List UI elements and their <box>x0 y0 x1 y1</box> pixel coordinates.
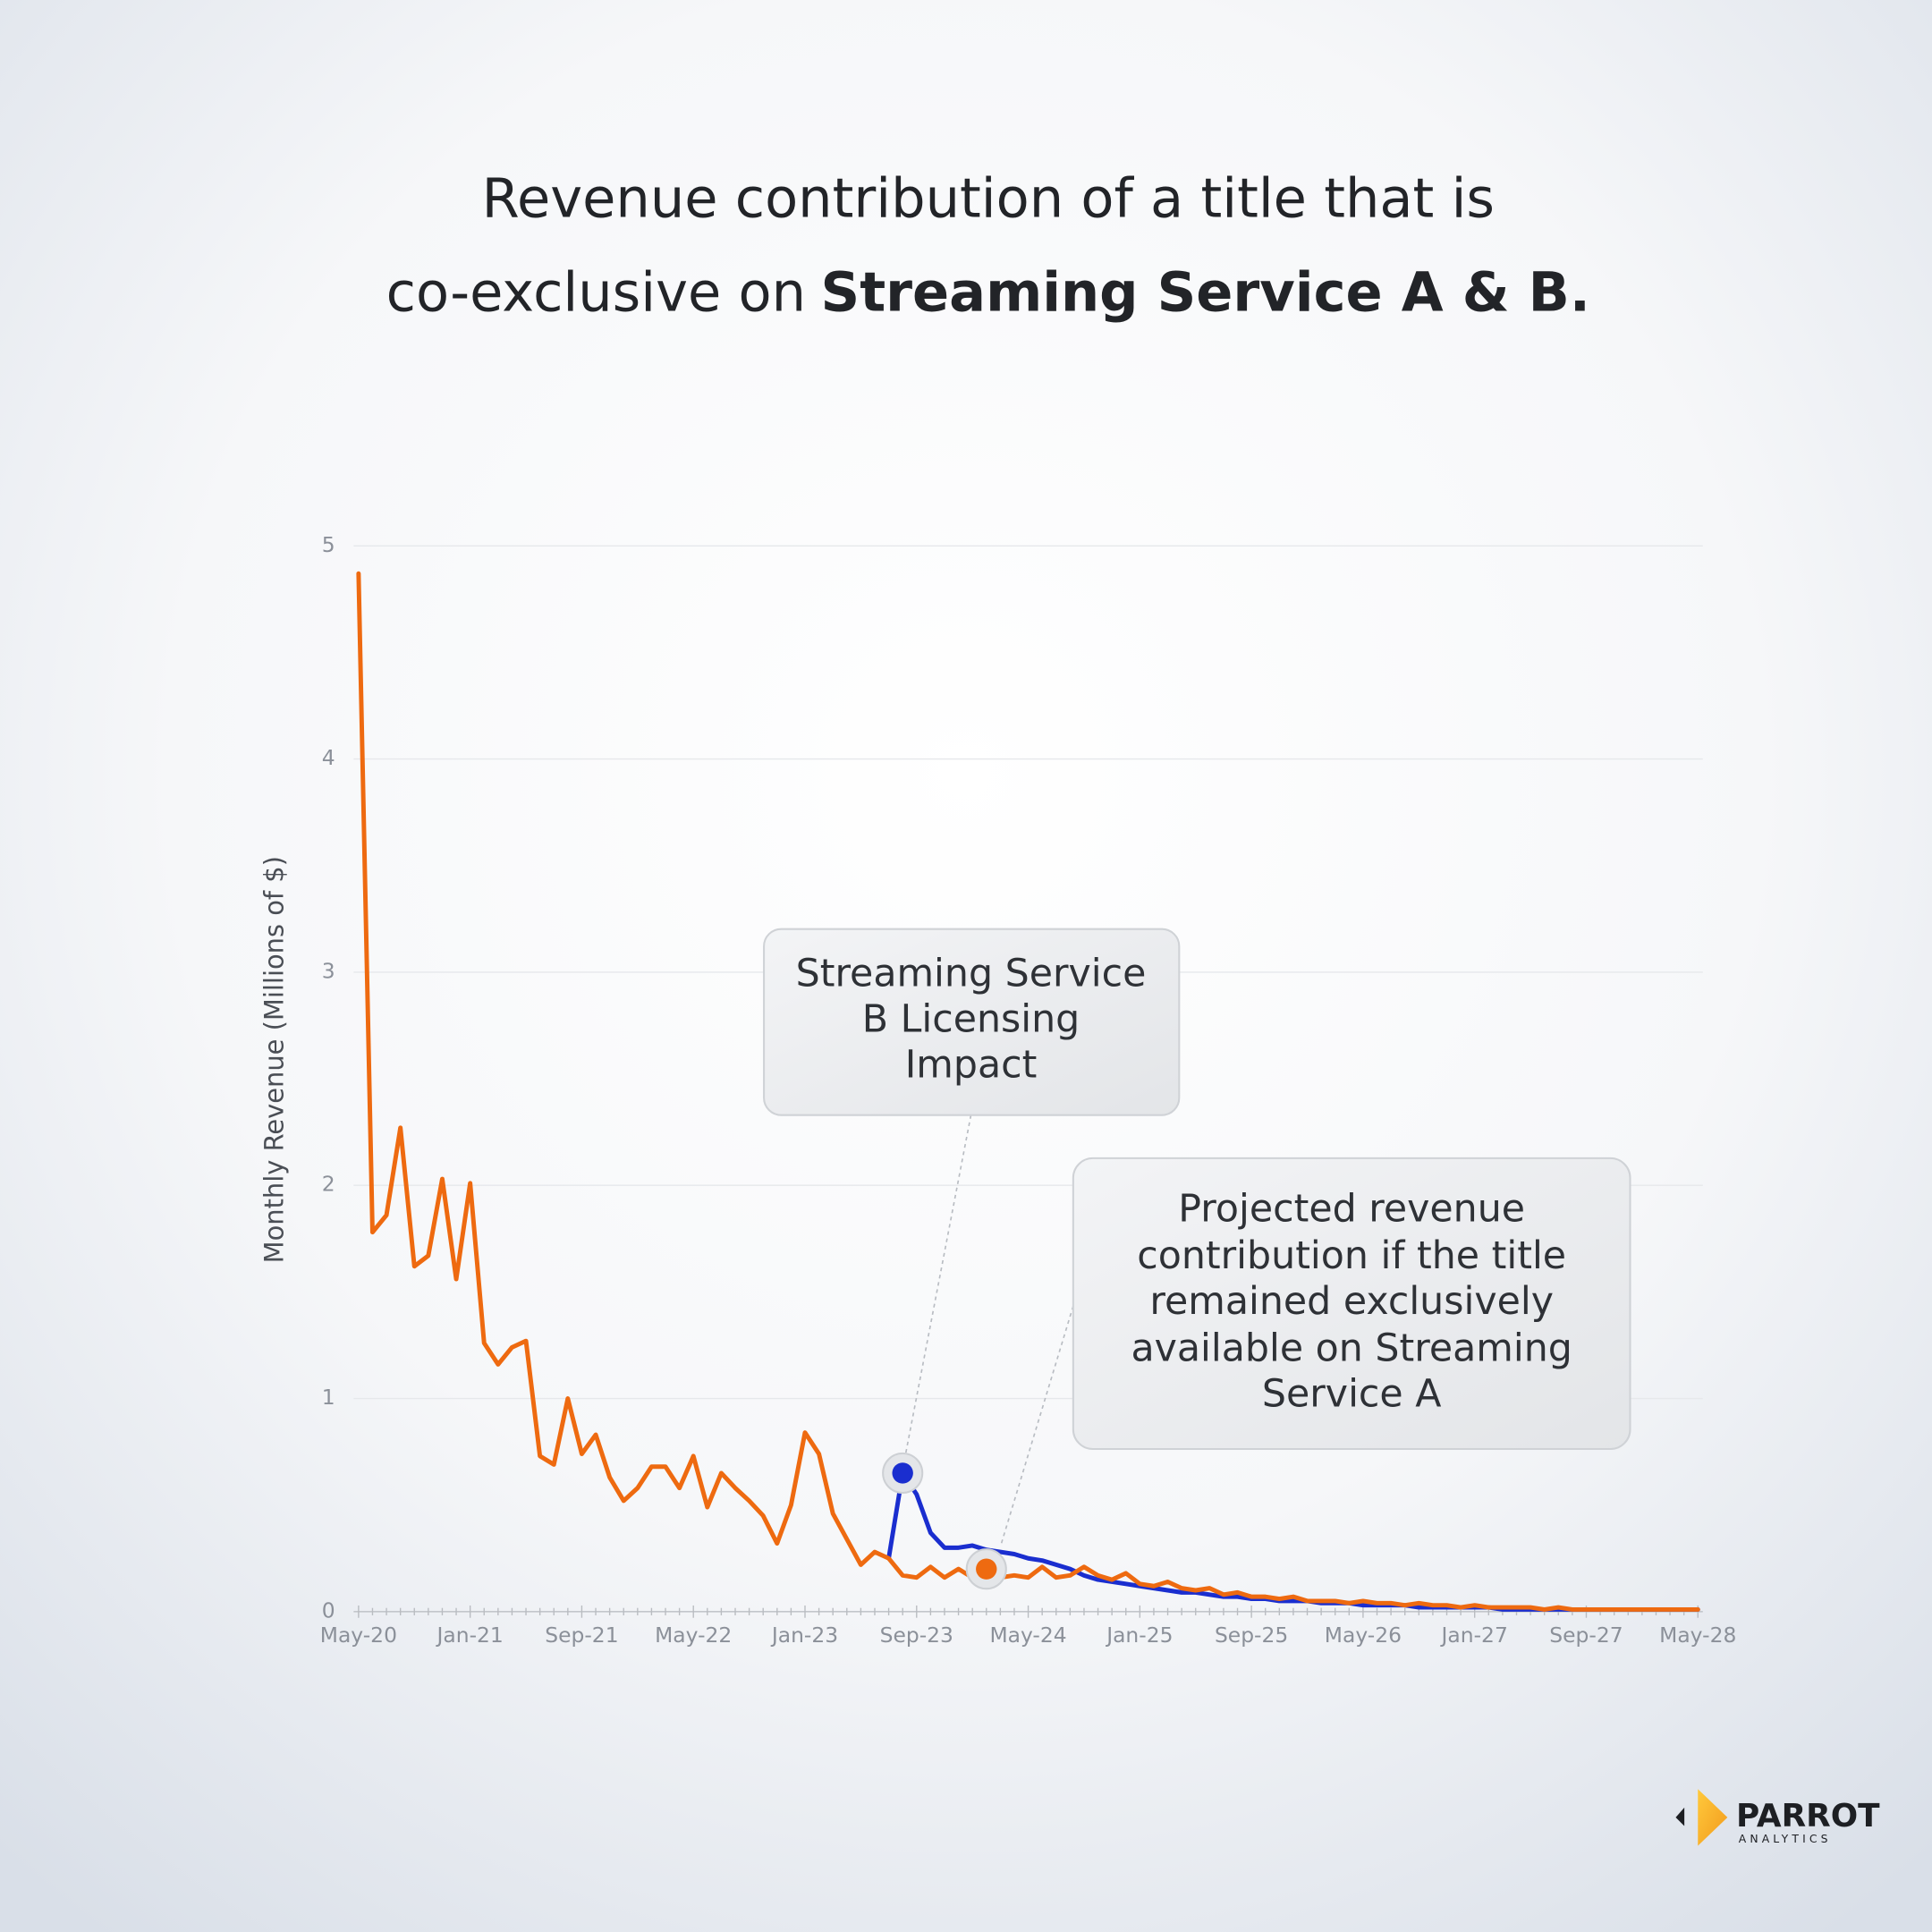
x-tick-label: Sep-27 <box>1549 1623 1623 1648</box>
logo-tagline: ANALYTICS <box>1739 1832 1832 1845</box>
x-tick-label: Jan-27 <box>1440 1623 1508 1648</box>
annotation-text: Impact <box>905 1042 1038 1087</box>
x-tick-label: Jan-25 <box>1105 1623 1173 1648</box>
annotation-text: available on Streaming <box>1131 1326 1572 1370</box>
title-line: co-exclusive on <box>386 261 806 324</box>
annotation-box <box>763 928 1181 1116</box>
highlight-point <box>892 1462 913 1484</box>
x-tick-label: Sep-21 <box>545 1623 618 1648</box>
x-tick-label: Sep-23 <box>880 1623 953 1648</box>
annotation-text: Projected revenue <box>1178 1187 1525 1232</box>
highlight-point <box>976 1558 997 1580</box>
annotation-text: remained exclusively <box>1149 1279 1554 1324</box>
plot <box>356 571 1700 1612</box>
annotation: Streaming Service B Licensing Impact <box>763 928 1181 1454</box>
y-tick-label: 2 <box>322 1172 335 1197</box>
y-tick-label: 0 <box>322 1597 335 1623</box>
annotation-text: B Licensing <box>862 996 1080 1041</box>
x-tick-label: Jan-23 <box>770 1623 838 1648</box>
x-tick-label: May-20 <box>320 1623 397 1648</box>
logo-mark <box>1675 1807 1685 1826</box>
leader-line <box>904 1114 972 1454</box>
annotation-box <box>1072 1157 1631 1451</box>
annotation-text: Service A <box>1262 1371 1442 1416</box>
annotation: Projected revenue contribution if the ti… <box>999 1157 1631 1547</box>
annotation-text: Streaming Service <box>796 952 1147 996</box>
y-tick-label: 4 <box>322 745 335 770</box>
annotation-text: contribution if the title <box>1137 1233 1566 1278</box>
y-tick-label: 3 <box>322 958 335 983</box>
highlights <box>882 1452 1007 1590</box>
x-tick-label: Jan-21 <box>435 1623 503 1648</box>
x-tick-label: May-22 <box>655 1623 732 1648</box>
title-line: co-exclusive on Streaming Service A & B. <box>386 261 1590 324</box>
x-tick-label: May-26 <box>1325 1623 1402 1648</box>
x-tick-label: May-28 <box>1659 1623 1736 1648</box>
y-tick-label: 1 <box>322 1385 335 1410</box>
leader-line <box>999 1305 1074 1547</box>
x-tick-label: May-24 <box>989 1623 1066 1648</box>
grid: 0 1 2 3 4 5 May-20 Jan-21 Sep-21 May-22 Jan-23 Sep-… <box>320 532 1737 1648</box>
series-line <box>356 571 1700 1612</box>
y-tick-label: 5 <box>322 532 335 557</box>
logo-name: PARROT <box>1736 1798 1880 1835</box>
title-line: Revenue contribution of a title that is <box>482 168 1495 231</box>
y-axis-label: Monthly Revenue (Millions of $) <box>259 856 290 1263</box>
title-emphasis: Streaming Service A & B. <box>821 261 1590 324</box>
logo: PARROT ANALYTICS <box>1675 1789 1880 1846</box>
x-tick-label: Sep-25 <box>1215 1623 1288 1648</box>
logo-mark <box>1698 1789 1728 1846</box>
